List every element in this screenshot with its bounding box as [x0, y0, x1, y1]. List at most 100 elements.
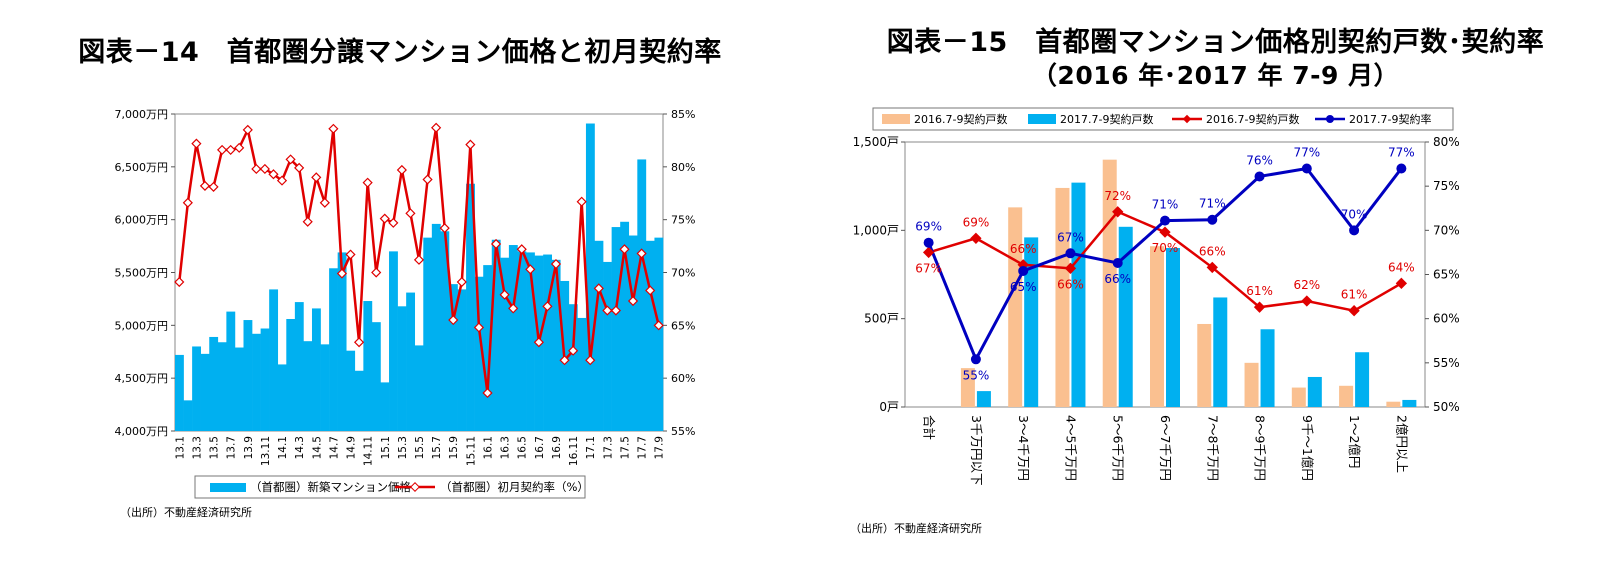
right-chart-y-tick-label: 1,000戸 — [853, 223, 899, 237]
price-bar — [620, 221, 630, 431]
price-bar — [311, 308, 321, 431]
left-y-tick-label: 4,000万円 — [115, 425, 169, 438]
left-y2-tick-label: 65% — [671, 319, 695, 332]
price-bar — [234, 347, 244, 431]
rate-2017-data-label: 77% — [1293, 146, 1320, 160]
left-x-tick-label: 14.11 — [363, 436, 375, 466]
left-x-tick-label: 13.11 — [260, 436, 272, 466]
contract-rate-marker — [405, 208, 416, 219]
contract-rate-marker — [362, 177, 373, 188]
rate-2016-data-label: 72% — [1104, 189, 1131, 203]
price-bar — [260, 328, 270, 431]
price-bar — [303, 341, 313, 431]
contract-rate-marker — [294, 162, 305, 173]
rate-2016-data-label: 69% — [963, 215, 990, 229]
units-2016-bar — [1291, 387, 1306, 407]
units-2017-bar — [1355, 352, 1370, 407]
contract-rate-marker — [234, 142, 245, 153]
contract-rate-marker — [525, 264, 536, 275]
left-source: （出所）不動産経済研究所 — [120, 506, 252, 519]
contract-rate-marker — [191, 138, 202, 149]
price-bar — [294, 302, 304, 431]
contract-rate-marker — [559, 355, 570, 366]
contract-rate-marker — [448, 314, 459, 326]
right-x-tick-label: 1～2億円 — [1347, 415, 1362, 468]
price-bar — [431, 223, 441, 431]
contract-rate-marker — [516, 244, 527, 255]
left-x-tick-label: 16.11 — [568, 436, 580, 466]
contract-rate-marker — [508, 303, 519, 314]
price-bar — [483, 265, 493, 431]
contract-rate-marker — [208, 181, 219, 193]
rate-2016-data-label: 66% — [1010, 242, 1037, 256]
contract-rate-marker — [328, 123, 339, 134]
contract-rate-marker — [396, 164, 407, 176]
right-chart-y2-tick-label: 75% — [1433, 179, 1460, 193]
right-chart: 0戸 500戸 1,000戸 1,500戸 50% 55% 60% 65% 70% 75% 80% 6… — [853, 107, 1460, 485]
price-bar — [397, 306, 407, 431]
right-chart-y-tick-label: 500戸 — [864, 312, 899, 326]
left-x-tick-label: 13.7 — [226, 436, 238, 459]
price-bar — [200, 353, 210, 431]
contract-rate-marker — [242, 124, 253, 135]
left-y-tick-label: 6,000万円 — [115, 214, 169, 227]
contract-rate-marker — [422, 174, 433, 185]
contract-rate-marker — [371, 267, 382, 278]
left-x-tick-label: 14.5 — [311, 436, 323, 459]
rate-2017-marker — [923, 237, 934, 248]
rate-2017-marker — [1396, 163, 1407, 174]
contract-rate-marker — [568, 345, 579, 356]
contract-rate-marker — [345, 249, 356, 260]
price-bar — [568, 304, 578, 431]
contract-rate-marker — [465, 139, 476, 150]
units-2017-bar — [1213, 297, 1228, 407]
left-x-tick-label: 13.1 — [174, 436, 186, 459]
left-x-tick-label: 15.11 — [465, 436, 477, 466]
left-x-tick-label: 17.3 — [602, 436, 614, 459]
rate-2017-data-label: 65% — [1010, 280, 1037, 294]
contract-rate-marker — [182, 197, 193, 208]
rate-2016-marker — [1159, 226, 1171, 238]
left-chart-title: 図表－14 首都圏分譲マンション価格と初月契約率 — [78, 37, 722, 68]
price-bar — [252, 333, 261, 431]
left-x-tick-label: 17.7 — [637, 436, 649, 459]
left-x-tick-label: 14.9 — [346, 436, 358, 459]
contract-rate-marker — [456, 276, 467, 288]
contract-rate-marker — [388, 217, 399, 228]
rate-2016-data-label: 67% — [915, 261, 942, 275]
left-x-tick-label: 16.5 — [517, 436, 529, 459]
price-bar — [389, 251, 398, 431]
left-y-tick-label: 4,500万円 — [115, 372, 169, 385]
rate-2016-data-label: 70% — [1152, 241, 1179, 255]
price-bar — [577, 317, 587, 431]
legend-2017-line-marker — [1326, 115, 1334, 123]
contract-rate-marker — [174, 276, 185, 288]
right-x-tick-label: 6～7千万円 — [1158, 415, 1173, 481]
rate-2016-data-label: 61% — [1246, 284, 1273, 298]
contract-rate-marker — [542, 301, 553, 312]
contract-rate-marker — [225, 144, 236, 156]
legend-2016-line-label: 2016.7-9契約戸数 — [1206, 112, 1299, 126]
right-plot-area — [904, 141, 1426, 408]
right-chart-panel: 図表－15 首都圏マンション価格別契約戸数･契約率 （2016 年･2017 年… — [810, 0, 1621, 569]
rate-2017-data-label: 71% — [1152, 198, 1179, 212]
units-2016-bar — [1339, 385, 1354, 407]
right-chart-subtitle: （2016 年･2017 年 7-9 月） — [1031, 61, 1400, 90]
rate-2017-marker — [1112, 258, 1123, 269]
units-2017-bar — [1166, 248, 1180, 407]
contract-rate-marker — [473, 322, 485, 333]
left-x-tick-label: 16.7 — [534, 436, 546, 459]
contract-rate-marker — [439, 223, 450, 234]
price-bar — [457, 289, 467, 431]
left-y2-tick-label: 85% — [671, 108, 695, 121]
right-chart-title: 図表－15 首都圏マンション価格別契約戸数･契約率 — [886, 27, 1545, 58]
legend-price-swatch — [210, 483, 246, 492]
contract-rate-marker — [311, 172, 322, 183]
price-bar — [611, 227, 621, 431]
left-x-tick-label: 15.9 — [448, 436, 460, 459]
units-2017-bar — [1260, 329, 1275, 407]
left-x-tick-label: 14.7 — [328, 436, 340, 459]
price-bar — [286, 318, 296, 431]
contract-rate-marker — [199, 180, 211, 191]
price-bar — [226, 311, 236, 431]
